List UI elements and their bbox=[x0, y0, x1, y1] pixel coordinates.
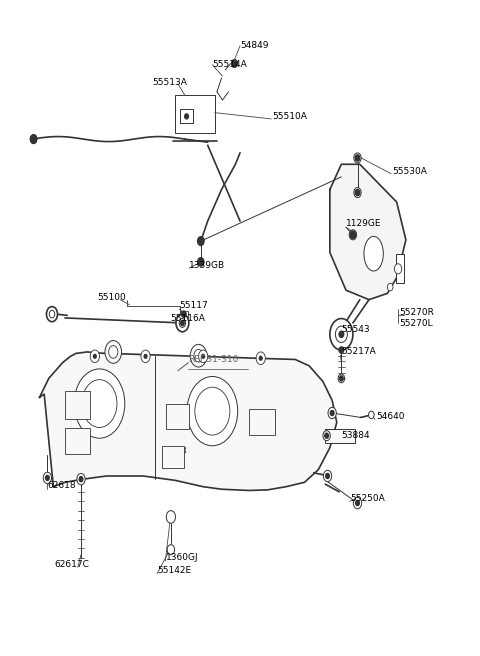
Bar bbox=[249, 409, 275, 435]
Circle shape bbox=[187, 377, 238, 446]
Circle shape bbox=[330, 411, 334, 415]
Circle shape bbox=[339, 376, 343, 381]
Circle shape bbox=[181, 311, 186, 318]
Circle shape bbox=[198, 257, 204, 266]
Circle shape bbox=[354, 153, 361, 163]
Text: 55116A: 55116A bbox=[170, 314, 205, 323]
Circle shape bbox=[339, 331, 344, 337]
Text: 54849: 54849 bbox=[240, 41, 268, 50]
Circle shape bbox=[46, 476, 49, 480]
Circle shape bbox=[325, 433, 328, 438]
Circle shape bbox=[105, 340, 121, 363]
Bar bbox=[325, 429, 355, 443]
Circle shape bbox=[354, 188, 361, 197]
Circle shape bbox=[330, 319, 353, 350]
Text: 1360GJ: 1360GJ bbox=[166, 553, 199, 562]
Circle shape bbox=[353, 497, 361, 509]
Circle shape bbox=[30, 134, 37, 144]
Circle shape bbox=[190, 344, 207, 367]
Circle shape bbox=[339, 347, 344, 353]
Text: 54640: 54640 bbox=[376, 412, 405, 421]
Circle shape bbox=[108, 346, 118, 358]
Polygon shape bbox=[330, 164, 406, 300]
Circle shape bbox=[202, 354, 204, 358]
Ellipse shape bbox=[364, 236, 384, 271]
Circle shape bbox=[256, 352, 265, 365]
Circle shape bbox=[144, 354, 147, 358]
Text: 55142E: 55142E bbox=[157, 566, 191, 575]
Circle shape bbox=[198, 258, 204, 266]
Circle shape bbox=[47, 306, 58, 321]
Circle shape bbox=[194, 350, 203, 362]
Circle shape bbox=[185, 114, 188, 119]
Circle shape bbox=[49, 310, 55, 318]
Bar bbox=[180, 110, 193, 123]
Text: 1339GB: 1339GB bbox=[189, 261, 226, 270]
Circle shape bbox=[338, 374, 345, 383]
Text: REF.31-310: REF.31-310 bbox=[188, 355, 239, 364]
Bar bbox=[65, 428, 90, 454]
Text: 55514A: 55514A bbox=[212, 60, 247, 68]
Circle shape bbox=[176, 314, 189, 332]
Bar bbox=[176, 95, 215, 133]
Circle shape bbox=[77, 474, 85, 485]
Circle shape bbox=[232, 60, 237, 68]
Text: 55510A: 55510A bbox=[272, 112, 307, 121]
Circle shape bbox=[232, 60, 237, 68]
Circle shape bbox=[74, 369, 125, 438]
Text: 1129GE: 1129GE bbox=[346, 220, 382, 228]
Circle shape bbox=[141, 350, 150, 363]
Circle shape bbox=[167, 512, 175, 522]
Circle shape bbox=[355, 190, 360, 195]
Text: 55270R: 55270R bbox=[399, 308, 434, 317]
Circle shape bbox=[167, 544, 175, 555]
Circle shape bbox=[195, 387, 230, 435]
Text: 55117: 55117 bbox=[179, 301, 208, 310]
Circle shape bbox=[79, 477, 83, 482]
Circle shape bbox=[324, 470, 332, 482]
Circle shape bbox=[179, 319, 186, 327]
Circle shape bbox=[326, 474, 329, 478]
Circle shape bbox=[94, 354, 96, 358]
Text: 62617C: 62617C bbox=[55, 560, 90, 569]
Circle shape bbox=[323, 430, 330, 441]
Circle shape bbox=[30, 134, 37, 144]
Circle shape bbox=[328, 407, 336, 419]
Text: 62618: 62618 bbox=[48, 482, 76, 491]
Text: 55530A: 55530A bbox=[392, 167, 427, 176]
Bar bbox=[180, 311, 188, 317]
Circle shape bbox=[198, 237, 204, 245]
Circle shape bbox=[43, 472, 51, 483]
Circle shape bbox=[350, 231, 356, 239]
Circle shape bbox=[369, 411, 374, 419]
Circle shape bbox=[199, 350, 208, 363]
Circle shape bbox=[356, 501, 360, 506]
Text: 55543: 55543 bbox=[341, 325, 370, 335]
Text: 53884: 53884 bbox=[341, 431, 370, 440]
Circle shape bbox=[90, 350, 99, 363]
Circle shape bbox=[349, 230, 357, 240]
Bar bbox=[65, 391, 90, 419]
Text: 55250A: 55250A bbox=[350, 494, 385, 503]
Text: 55513A: 55513A bbox=[153, 79, 187, 87]
Circle shape bbox=[166, 510, 176, 523]
Text: 55100: 55100 bbox=[97, 293, 126, 302]
Circle shape bbox=[395, 264, 402, 274]
Circle shape bbox=[355, 155, 360, 161]
Circle shape bbox=[387, 283, 393, 291]
Polygon shape bbox=[39, 352, 337, 491]
Circle shape bbox=[336, 326, 348, 342]
Circle shape bbox=[180, 320, 184, 325]
Bar bbox=[396, 255, 404, 283]
Text: 55217A: 55217A bbox=[341, 347, 376, 356]
Bar bbox=[162, 446, 184, 468]
Circle shape bbox=[82, 380, 117, 428]
Text: 55270L: 55270L bbox=[399, 319, 432, 328]
Circle shape bbox=[259, 356, 262, 360]
Bar bbox=[166, 403, 189, 429]
